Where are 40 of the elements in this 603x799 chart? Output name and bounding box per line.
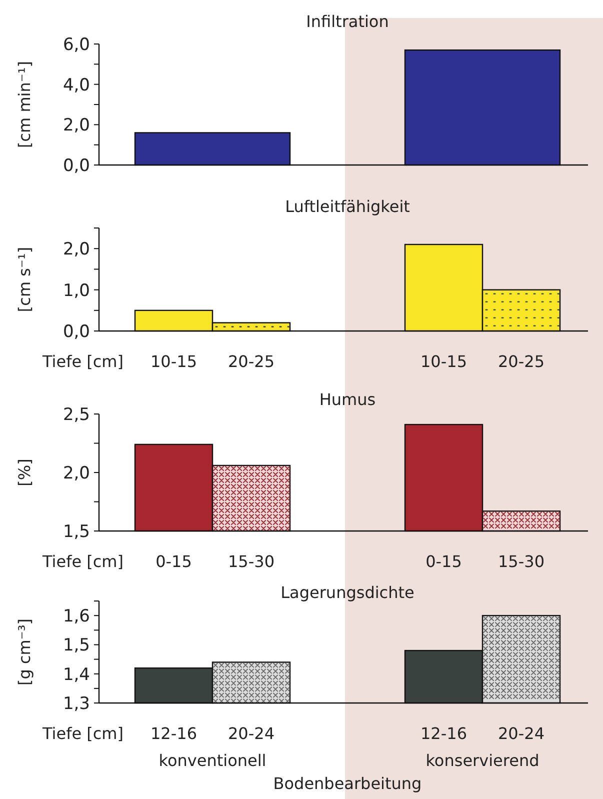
y-axis-title: [%] [15, 458, 34, 486]
y-axis-title: [g cm⁻³] [15, 618, 34, 686]
x-tick-label: 20-25 [228, 352, 274, 371]
y-tick-label: 2,5 [62, 404, 90, 425]
chart-title: Lagerungsdichte [280, 583, 414, 602]
y-tick-label: 4,0 [62, 75, 90, 96]
x-axis-title: Tiefe [cm] [42, 352, 124, 371]
x-tick-label: 0-15 [426, 552, 462, 571]
x-tick-label: 20-25 [498, 352, 544, 371]
x-tick-label: 15-30 [228, 552, 274, 571]
x-tick-label: 12-16 [150, 724, 197, 743]
text: konservierend [426, 751, 540, 770]
x-tick-label: 20-24 [498, 724, 544, 743]
x-tick-label: 10-15 [420, 352, 467, 371]
x-tick-label: 20-24 [228, 724, 274, 743]
y-tick-label: 2,0 [62, 240, 90, 260]
y-tick-label: 6,0 [62, 34, 90, 55]
y-tick-label: 1,3 [62, 694, 90, 714]
text: konventionell [158, 751, 266, 770]
y-tick-label: 1,0 [62, 280, 90, 301]
chart-title: Humus [319, 390, 376, 409]
y-tick-label: 2,0 [62, 116, 90, 136]
y-tick-label: 0,0 [62, 322, 90, 342]
x-tick-label: 12-16 [420, 724, 467, 743]
x-axis-title: Tiefe [cm] [42, 552, 124, 571]
x-tick-label: 0-15 [156, 552, 192, 571]
x-axis-title: Tiefe [cm] [42, 724, 124, 743]
y-tick-label: 1,5 [62, 636, 90, 656]
text: Bodenbearbeitung [273, 774, 422, 793]
y-tick-label: 1,6 [62, 606, 90, 627]
y-axis-title: [cm min⁻¹] [15, 61, 34, 148]
chart-title: Infiltration [306, 12, 389, 31]
x-tick-label: 10-15 [150, 352, 197, 371]
y-tick-label: 1,4 [62, 664, 90, 685]
y-axis-title: [cm s⁻¹] [15, 246, 34, 312]
chart-title: Luftleitfähigkeit [285, 197, 410, 216]
y-tick-label: 2,0 [62, 463, 90, 484]
y-tick-label: 1,5 [62, 522, 90, 542]
y-tick-label: 0,0 [62, 156, 90, 176]
x-tick-label: 15-30 [498, 552, 544, 571]
